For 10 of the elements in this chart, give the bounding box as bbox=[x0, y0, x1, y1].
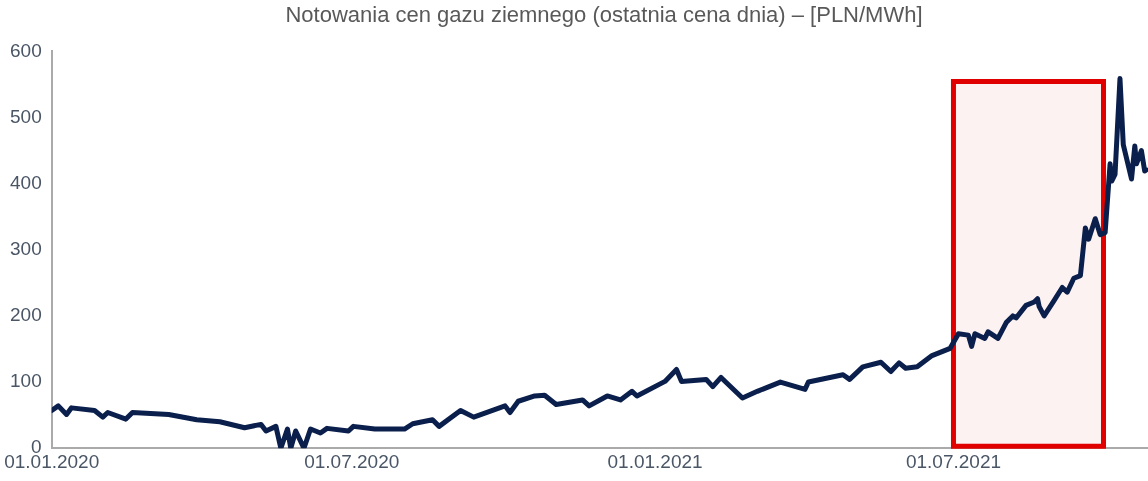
x-tick-label: 01.07.2020 bbox=[304, 450, 400, 472]
y-tick-label: 400 bbox=[10, 171, 42, 193]
chart-title: Notowania cen gazu ziemnego (ostatnia cena dnia) – [PLN/MWh] bbox=[284, 1, 924, 29]
y-tick-label: 600 bbox=[10, 39, 42, 61]
x-tick-label: 01.01.2021 bbox=[607, 450, 703, 472]
x-tick-label: 01.07.2021 bbox=[905, 450, 1002, 472]
y-tick-label: 200 bbox=[10, 304, 42, 326]
y-tick-label: 300 bbox=[10, 238, 42, 260]
y-tick-label: 100 bbox=[10, 370, 42, 392]
y-tick-label: 500 bbox=[10, 105, 42, 127]
